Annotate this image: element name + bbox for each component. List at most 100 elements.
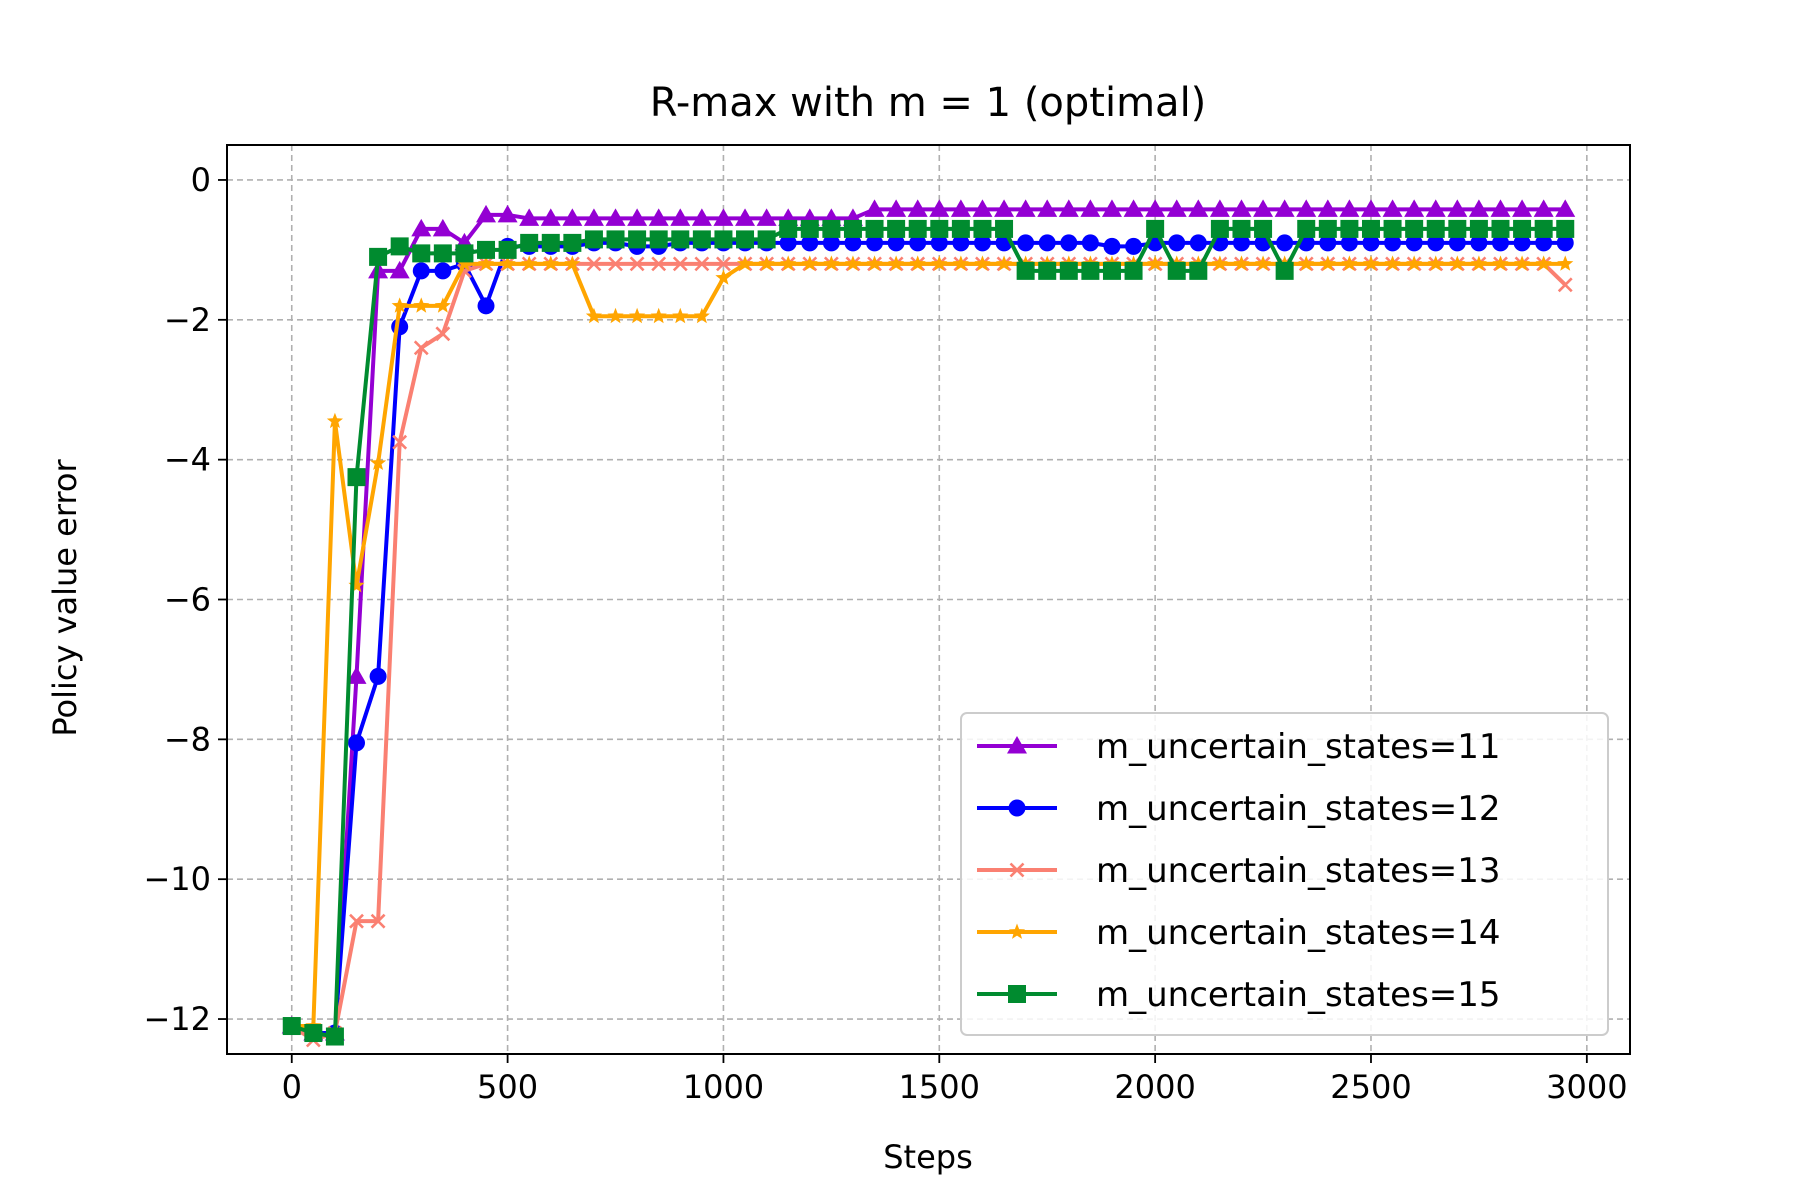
data-point	[1274, 199, 1295, 217]
data-point	[1427, 234, 1445, 252]
data-point	[801, 234, 819, 252]
data-point	[1319, 234, 1337, 252]
legend-entry-label: m_uncertain_states=14	[1096, 913, 1501, 953]
data-point	[714, 230, 733, 249]
data-point	[391, 297, 408, 313]
data-point	[909, 255, 926, 271]
data-point	[694, 256, 710, 272]
data-point	[390, 237, 409, 256]
data-point	[930, 234, 948, 252]
data-point	[801, 255, 818, 271]
data-point	[1038, 261, 1057, 280]
data-point	[1254, 255, 1272, 271]
data-point	[888, 255, 905, 271]
data-point	[864, 199, 885, 217]
data-point	[1490, 199, 1511, 217]
data-point	[1513, 255, 1531, 271]
data-point	[822, 234, 840, 252]
y-tick-label: −8	[164, 720, 211, 758]
data-point	[930, 219, 949, 238]
x-tick-label: 0	[282, 1068, 302, 1106]
data-point	[540, 208, 561, 226]
data-point	[1297, 219, 1316, 238]
data-point	[844, 255, 862, 271]
data-point	[736, 230, 755, 249]
data-point	[583, 208, 604, 226]
data-point	[952, 234, 970, 252]
data-point	[951, 219, 970, 238]
data-point	[519, 208, 540, 226]
data-point	[627, 208, 648, 226]
data-point	[907, 199, 928, 217]
data-point	[1360, 199, 1381, 217]
data-point	[1125, 237, 1143, 255]
data-point	[973, 219, 992, 238]
data-point	[887, 234, 905, 252]
data-point	[1404, 199, 1425, 217]
data-point	[369, 667, 387, 685]
y-axis-label: Policy value error	[46, 459, 84, 737]
data-point	[1533, 199, 1554, 217]
data-point	[843, 219, 862, 238]
data-point	[716, 256, 731, 272]
data-point	[456, 255, 473, 271]
data-point	[1492, 255, 1509, 271]
data-point	[325, 1027, 344, 1046]
data-point	[1384, 255, 1401, 271]
data-point	[541, 233, 560, 252]
legend-entry-label: m_uncertain_states=11	[1096, 727, 1501, 767]
data-point	[1405, 234, 1423, 252]
data-point	[608, 256, 623, 272]
legend-marker	[1008, 985, 1026, 1003]
data-point	[1513, 219, 1532, 238]
data-point	[844, 234, 862, 252]
legend-box	[960, 712, 1609, 1036]
data-point	[779, 234, 797, 252]
y-tick-label: −10	[143, 860, 211, 898]
data-point	[347, 468, 366, 487]
data-point	[1102, 261, 1121, 280]
data-point	[651, 256, 667, 272]
data-point	[1425, 199, 1446, 217]
data-point	[866, 255, 883, 271]
data-point	[606, 230, 625, 249]
x-axis-ticks: 0 500 1000 1500 2000 2500 3000	[282, 1054, 1628, 1106]
data-point	[973, 234, 991, 252]
data-point	[1468, 199, 1489, 217]
data-point	[758, 255, 775, 271]
data-point	[1168, 234, 1186, 252]
data-point	[1124, 261, 1143, 280]
data-point	[1557, 255, 1574, 271]
data-point	[476, 204, 497, 223]
data-point	[1406, 255, 1423, 271]
data-point	[564, 255, 581, 271]
data-point	[392, 434, 408, 450]
data-point	[1448, 234, 1466, 252]
data-point	[412, 262, 430, 280]
data-point	[1209, 199, 1230, 217]
data-point	[1101, 199, 1122, 217]
data-point	[931, 255, 948, 271]
data-point	[1233, 255, 1250, 271]
data-point	[542, 255, 559, 271]
data-point	[713, 208, 734, 226]
data-point	[1556, 234, 1574, 252]
data-point	[1556, 219, 1575, 238]
data-point	[1081, 234, 1099, 252]
data-point	[1469, 219, 1488, 238]
data-point	[1513, 234, 1531, 252]
data-point	[1210, 219, 1229, 238]
data-point	[1318, 219, 1337, 238]
data-point	[521, 255, 538, 271]
data-point	[908, 219, 927, 238]
data-point	[497, 204, 518, 223]
data-point	[411, 218, 432, 237]
data-point	[369, 247, 388, 266]
data-point	[1189, 234, 1207, 252]
data-point	[1188, 199, 1209, 217]
data-point	[1253, 199, 1274, 217]
data-point	[348, 577, 365, 593]
data-point	[1317, 199, 1338, 217]
data-point	[1231, 199, 1252, 217]
